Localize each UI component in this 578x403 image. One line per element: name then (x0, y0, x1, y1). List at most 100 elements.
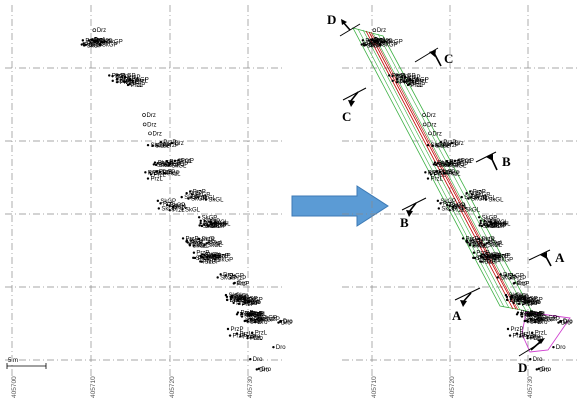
survey-point-code: PrzL (240, 312, 253, 318)
survey-point-code: Dro (230, 298, 240, 304)
survey-point: PrzL (159, 201, 176, 207)
section-markers: D C C B (327, 12, 565, 375)
survey-point: SkGL (491, 222, 511, 228)
survey-point: SkGL (484, 198, 504, 204)
survey-point-code: SkGP (435, 144, 451, 150)
survey-point-marker (236, 311, 240, 314)
survey-point-marker (159, 140, 163, 144)
left-tick-405730: 405730 (247, 376, 254, 398)
survey-point: PrzP (517, 302, 535, 308)
survey-point-code: Dro (259, 367, 269, 373)
survey-point-marker (84, 43, 88, 46)
survey-point-code: Drz (97, 28, 106, 34)
survey-point-marker (240, 315, 244, 318)
survey-point-marker (486, 255, 489, 259)
survey-point: Drz (148, 131, 162, 137)
survey-point-marker (158, 170, 162, 174)
survey-point-marker (504, 274, 507, 277)
section-B-left: B (400, 197, 427, 230)
survey-point-marker (129, 78, 132, 81)
survey-point-code: PrzP (364, 43, 377, 49)
left-tick-405700: 405700 (11, 376, 18, 398)
survey-point-code: PrzP (483, 259, 496, 265)
survey-point-marker (170, 141, 174, 145)
survey-point-code: Dro (563, 319, 573, 325)
section-C-lower: C (342, 87, 367, 124)
survey-point-marker (460, 195, 463, 199)
survey-point-marker (225, 295, 229, 299)
survey-point-marker (243, 301, 247, 305)
survey-point-marker (369, 41, 372, 44)
survey-point-code: PrzL (535, 331, 548, 337)
survey-point-marker (434, 163, 438, 167)
survey-point: SkGP (482, 256, 502, 262)
survey-point: Dro (243, 301, 258, 307)
survey-point-code: SkGL (215, 222, 231, 228)
survey-point: SkGL (447, 163, 467, 169)
survey-point: SkGP (445, 203, 466, 209)
survey-point: PrzL (207, 240, 224, 246)
survey-point-code: SkGP (450, 203, 466, 209)
survey-point-code: SkGP (439, 163, 455, 169)
section-label-a-left: A (452, 308, 462, 323)
survey-point: SkGL (199, 219, 219, 225)
survey-point-code: SkGL (515, 294, 531, 300)
survey-point: PrzP (247, 314, 264, 320)
survey-point-code: PrzL (491, 240, 504, 246)
survey-point: SkGL (432, 162, 452, 168)
survey-point-code: SkGP (87, 43, 103, 49)
survey-point-marker (526, 320, 529, 323)
scale-bar: 5 m (6, 358, 47, 369)
survey-point: SkGP (260, 317, 280, 323)
survey-point-code: SkGL (472, 243, 488, 249)
survey-point-code: PrzL (374, 38, 387, 44)
survey-point-marker (395, 80, 399, 84)
survey-point-code: PrzP (400, 80, 413, 86)
survey-point-marker (457, 159, 460, 162)
survey-point-code: SkGP (368, 43, 384, 49)
survey-point-code: PrzL (530, 318, 543, 324)
survey-point: PrzP (468, 189, 486, 195)
survey-point-marker (123, 75, 127, 79)
survey-point: Drz (422, 122, 436, 128)
survey-point-code: PrzP (482, 237, 495, 243)
survey-point-marker (480, 260, 484, 263)
survey-point: PrzP (198, 237, 215, 243)
survey-point: SkGL (211, 222, 231, 228)
survey-point-marker (506, 327, 510, 331)
survey-point-code: PrzP (447, 171, 460, 177)
survey-point: Dro (255, 367, 270, 373)
survey-point-marker (156, 162, 159, 165)
survey-point-code: SkGP (413, 78, 429, 84)
survey-point-code: PrzP (516, 281, 529, 287)
survey-point-marker (146, 143, 150, 147)
survey-point-code: SkGL (484, 224, 500, 230)
survey-point-code: SkGL (156, 162, 172, 168)
survey-point: Drz (372, 28, 386, 34)
survey-point-marker (364, 43, 368, 46)
survey-point-code: PrzL (455, 205, 468, 211)
survey-point-marker (367, 39, 371, 42)
survey-point-marker (383, 40, 386, 43)
survey-point: PrzP (229, 276, 246, 282)
survey-point-marker (408, 83, 411, 86)
survey-point: PrzP (508, 334, 526, 340)
survey-point-marker (477, 196, 480, 199)
survey-point-marker (477, 216, 481, 219)
survey-point-marker (163, 172, 166, 175)
survey-point-marker (238, 297, 241, 300)
survey-point-code: SkGL (481, 195, 497, 201)
survey-point-marker (249, 317, 253, 321)
survey-point: PrzP (511, 295, 528, 301)
survey-point-code: PrzL (374, 38, 387, 44)
survey-point-marker (516, 311, 520, 314)
survey-point: PrzP (483, 223, 500, 229)
survey-point-marker (203, 253, 206, 257)
survey-point: PrzP (485, 241, 502, 247)
survey-point-marker (154, 163, 158, 167)
section-C-upper: C (414, 47, 453, 67)
survey-point: Dro (272, 345, 286, 351)
survey-point: SkGP (187, 197, 207, 203)
survey-point-code: SkGP (155, 144, 171, 150)
